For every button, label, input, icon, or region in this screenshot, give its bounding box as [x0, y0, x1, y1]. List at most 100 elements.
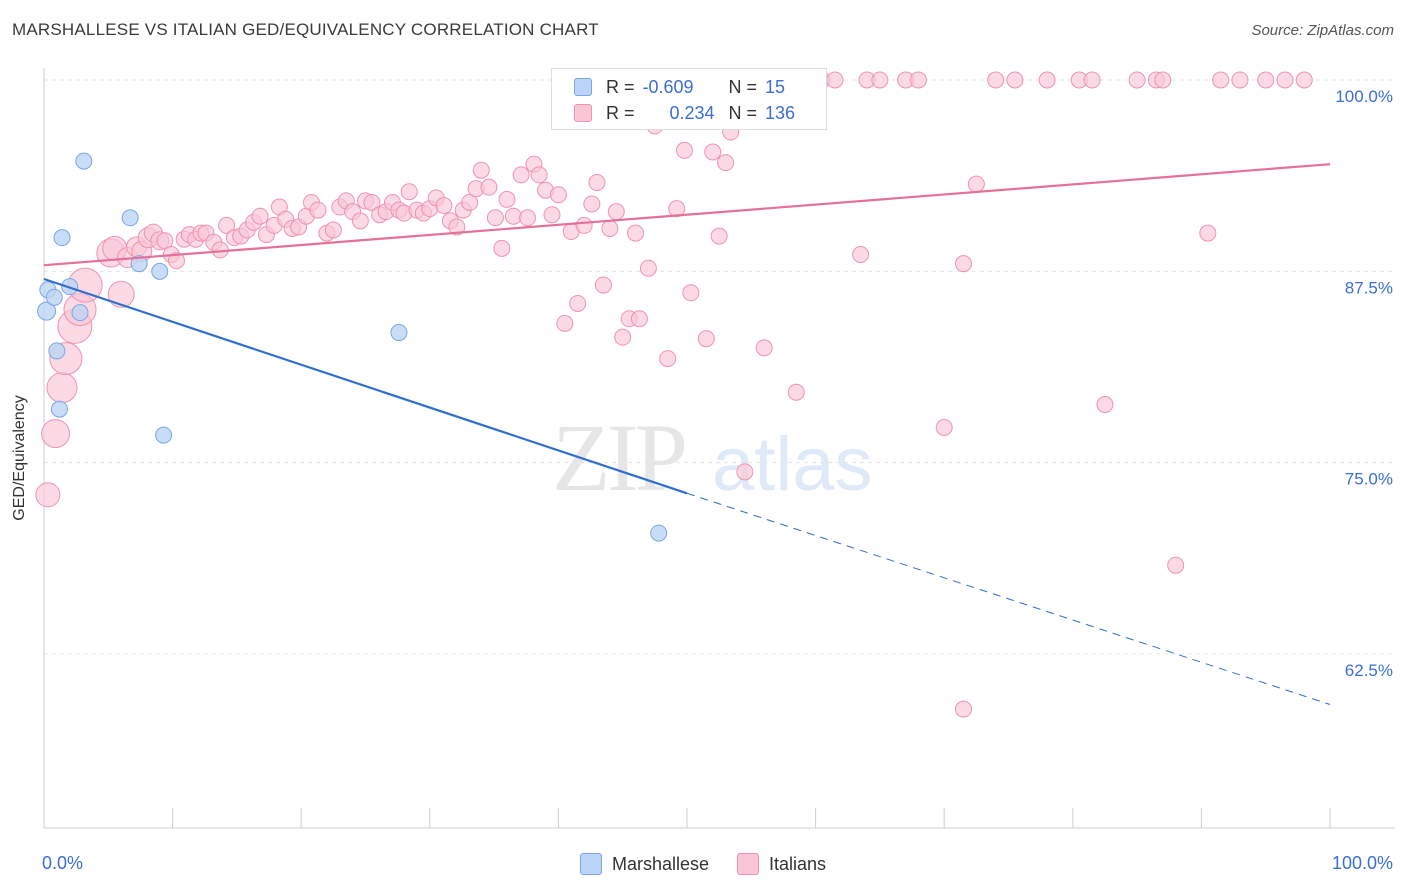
marshallese-swatch [574, 78, 592, 96]
italians-point [659, 350, 677, 368]
marshallese-point [37, 301, 57, 321]
italians-point [569, 294, 587, 312]
y-tick-label: 100.0% [1335, 87, 1393, 106]
italians-point [736, 463, 754, 481]
italians-swatch [574, 104, 592, 122]
italians-point [1276, 71, 1294, 89]
italians-point [697, 330, 715, 348]
chart-title: MARSHALLESE VS ITALIAN GED/EQUIVALENCY C… [12, 20, 599, 39]
italians-point [493, 239, 511, 257]
marshallese-point [71, 304, 89, 322]
marshallese-points [37, 152, 668, 542]
italians-point [607, 203, 625, 221]
italians-point [549, 186, 567, 204]
italians-point [167, 252, 185, 270]
series-legend: Marshallese Italians [0, 852, 1406, 876]
italians-point [954, 255, 972, 273]
italians-point [710, 227, 728, 245]
italians-point [480, 178, 498, 196]
y-tick-label: 87.5% [1345, 278, 1393, 297]
italians-point [627, 224, 645, 242]
italians-point [218, 216, 236, 234]
italians-point [639, 259, 657, 277]
legend-row-marshallese: R = -0.609 N = 15 [574, 75, 785, 99]
x-tick-label: 0.0% [42, 853, 83, 873]
italians-point [400, 183, 418, 201]
italians-point [1257, 71, 1275, 89]
italians-point [682, 284, 700, 302]
italians-point [1038, 71, 1056, 89]
r-value: -0.609 [642, 76, 694, 97]
italians-point [954, 700, 972, 718]
italians-point [309, 201, 327, 219]
italians-point [1295, 71, 1313, 89]
italians-point [1083, 71, 1101, 89]
italians-point [251, 207, 269, 225]
italians-point [556, 314, 574, 332]
italians-point [363, 193, 381, 211]
italians-point [107, 280, 135, 308]
italians-point [512, 166, 530, 184]
italians-point [704, 143, 722, 161]
watermark: ZIP atlas [552, 404, 873, 511]
italians-trend-line [43, 163, 1331, 267]
italians-point [35, 482, 61, 508]
marshallese-point [45, 288, 63, 306]
n-value: 15 [765, 76, 786, 97]
marshallese-trend-line [43, 277, 688, 495]
italians-point [852, 245, 870, 263]
italians-point [755, 339, 773, 357]
italians-point [543, 206, 561, 224]
italians-point [156, 232, 174, 250]
marshallese-point [75, 152, 93, 170]
italians-legend-swatch [737, 853, 759, 875]
marshallese-trend-extension [686, 492, 1331, 705]
italians-point [41, 419, 71, 449]
italians-point [787, 383, 805, 401]
italians-point [575, 216, 593, 234]
x-tick-label: 100.0% [1332, 853, 1393, 873]
marshallese-point [50, 400, 68, 418]
legend-row-italians: R = 0.234 N = 136 [574, 101, 795, 125]
n-label: N = [728, 102, 758, 123]
source-label: Source: ZipAtlas.com [1251, 22, 1394, 39]
italians-point [46, 372, 78, 404]
marshallese-point [650, 524, 668, 542]
legend-item-marshallese: Marshallese [579, 853, 709, 875]
y-tick-labels: 62.5% 75.0% 87.5% 100.0% [1335, 87, 1393, 680]
italians-points [35, 71, 1313, 718]
italians-point [588, 174, 606, 192]
legend-item-italians: Italians [737, 853, 826, 875]
italians-point [498, 190, 516, 208]
n-value: 136 [765, 102, 796, 123]
italians-point [967, 175, 985, 193]
italians-point [504, 207, 522, 225]
y-tick-label: 75.0% [1345, 470, 1393, 489]
trend-lines [43, 163, 1331, 705]
italians-point [717, 154, 735, 172]
italians-point [1128, 71, 1146, 89]
italians-point [472, 161, 490, 179]
marshallese-point [390, 324, 408, 342]
italians-point [448, 218, 466, 236]
italians-point [826, 71, 844, 89]
italians-point [461, 193, 479, 211]
italians-point [486, 209, 504, 227]
italians-point [1006, 71, 1024, 89]
r-label: R = [606, 76, 635, 97]
italians-point [583, 195, 601, 213]
marshallese-point [121, 209, 139, 227]
italians-point [351, 212, 369, 230]
marshallese-point [53, 229, 71, 247]
n-label: N = [728, 76, 758, 97]
y-tick-label: 62.5% [1345, 661, 1393, 680]
italians-point [530, 166, 548, 184]
marshallese-point [130, 255, 148, 273]
r-value: 0.234 [669, 102, 715, 123]
italians-point [1212, 71, 1230, 89]
legend-label-marshallese: Marshallese [611, 853, 709, 874]
italians-point [1231, 71, 1249, 89]
legend-label-italians: Italians [769, 853, 827, 874]
italians-point [1096, 396, 1114, 414]
